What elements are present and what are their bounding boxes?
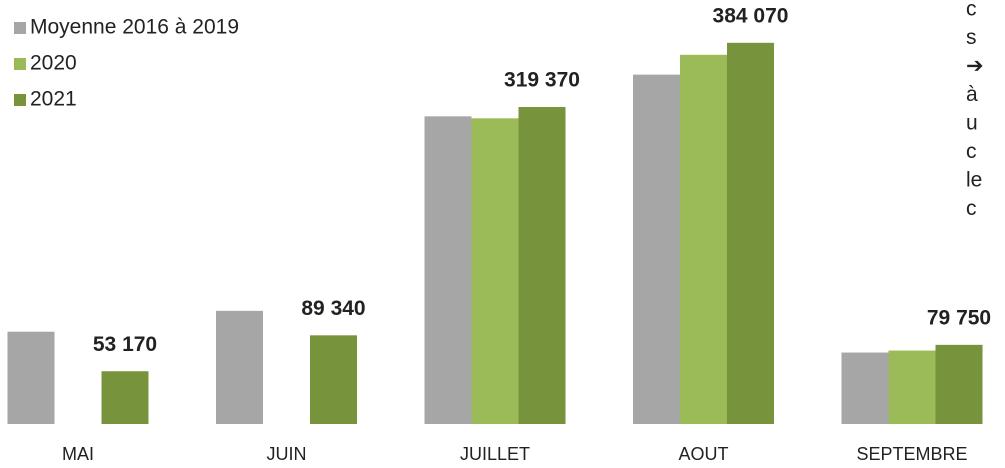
bar [216, 310, 263, 424]
legend-swatch [14, 94, 26, 106]
bar [633, 74, 680, 424]
legend-label: 2021 [30, 88, 77, 111]
bar [727, 42, 774, 425]
annotation-fragment: u [966, 112, 978, 135]
value-label: 89 340 [301, 297, 365, 320]
legend-swatch [14, 22, 26, 34]
legend-label: 2020 [30, 52, 77, 75]
annotation-fragment: s [966, 26, 977, 49]
legend-swatch [14, 58, 26, 70]
annotation-fragment: c [966, 0, 977, 21]
bar [935, 344, 983, 424]
bar [888, 350, 936, 424]
value-label: 79 750 [927, 306, 991, 329]
value-label: 384 070 [713, 4, 789, 27]
value-label: 319 370 [504, 69, 580, 92]
bar [424, 116, 472, 424]
x-tick-label: MAI [62, 444, 94, 464]
x-tick-label: SEPTEMBRE [856, 444, 967, 464]
x-tick-label: JUILLET [460, 444, 530, 464]
annotation-fragment: le [966, 169, 982, 192]
annotation-fragment: c [966, 197, 977, 220]
x-tick-label: JUIN [267, 444, 307, 464]
bar [7, 331, 55, 424]
bar [841, 352, 889, 424]
bar [310, 335, 357, 424]
value-label: 53 170 [93, 333, 157, 356]
x-tick-label: AOUT [678, 444, 728, 464]
annotation-fragment: c [966, 140, 977, 163]
legend-label: Moyenne 2016 à 2019 [30, 16, 239, 39]
bar [101, 371, 149, 424]
annotation-fragment: ➔ [966, 55, 984, 78]
annotation-fragment: à [966, 83, 978, 106]
bar [518, 107, 566, 425]
bar [680, 54, 727, 424]
bar [471, 118, 519, 424]
